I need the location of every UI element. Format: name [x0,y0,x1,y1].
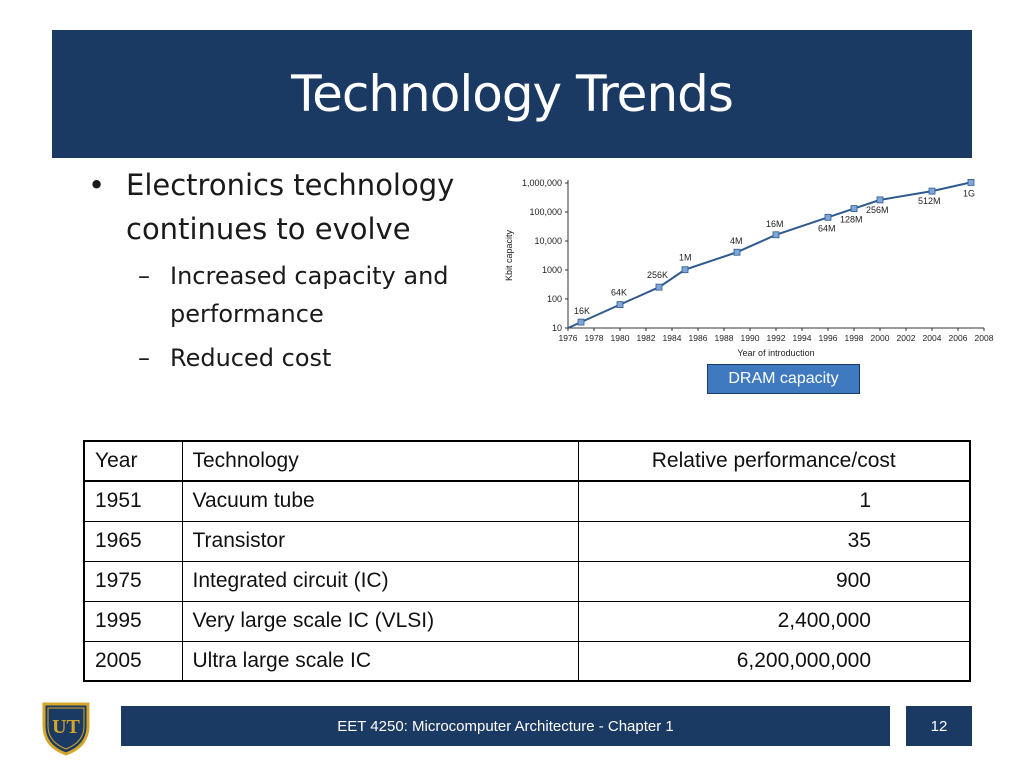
bullet-dash-icon: – [138,262,150,290]
page-number: 12 [930,717,948,735]
cell-performance: 2,400,000 [577,600,971,642]
x-tick-label: 1984 [663,333,682,343]
table-header-row: Year Technology Relative performance/cos… [83,440,971,482]
cell-performance: 1 [577,480,971,522]
cell-performance: 6,200,000,000 [577,640,971,682]
cell-technology: Vacuum tube [181,480,579,522]
sub-bullet-text: Increased capacity and performance [170,262,449,328]
data-point [772,231,780,239]
slide-title: Technology Trends [291,65,734,123]
bullet-dash-icon: – [138,344,150,372]
x-tick-label: 1978 [585,333,604,343]
x-tick-label: 1996 [819,333,838,343]
y-tick-label: 1000 [542,265,562,275]
dram-capacity-chart: 10 100 1000 10,000 100,000 1,000,000 1976 1978 1… [504,178,994,358]
chart-caption: DRAM capacity [707,364,860,394]
data-label: 512M [918,196,941,206]
data-label: 128M [840,215,863,225]
data-label: 1M [679,253,692,263]
x-tick-label: 2004 [923,333,942,343]
x-tick-label: 2008 [975,333,994,343]
table-row: 1951 Vacuum tube 1 [83,480,971,522]
title-bar: Technology Trends [52,30,972,158]
cell-year: 1965 [83,520,183,562]
footer-bar: EET 4250: Microcomputer Architecture - C… [121,706,890,746]
x-tick-label: 1986 [689,333,708,343]
x-tick-label: 2002 [897,333,916,343]
university-shield-logo-icon: UT [42,702,90,756]
x-tick-label: 1988 [715,333,734,343]
cell-technology: Integrated circuit (IC) [181,560,579,602]
data-point [928,187,936,195]
y-tick-label: 10,000 [534,236,562,246]
logo-text: UT [52,716,80,738]
data-label: 64M [818,223,836,233]
cell-performance: 900 [577,560,971,602]
x-tick-label: 2000 [871,333,890,343]
y-tick-label: 10 [552,323,562,333]
data-label: 16K [574,306,590,316]
x-tick-label: 1998 [845,333,864,343]
footer-text: EET 4250: Microcomputer Architecture - C… [337,717,674,735]
data-point [967,179,975,186]
sub-bullet-item: – Increased capacity and performance [82,257,502,333]
x-tick-label: 1982 [637,333,656,343]
data-point [876,196,884,204]
data-label: 256K [647,270,668,280]
cell-year: 1995 [83,600,183,642]
series-line [567,181,972,329]
bullet-item: • Electronics technology continues to ev… [82,163,502,251]
x-tick-label: 1994 [793,333,812,343]
data-point [681,266,689,274]
cell-performance: 35 [577,520,971,562]
y-tick-label: 1,000,000 [522,178,562,188]
page-number-box: 12 [906,706,972,746]
y-axis-label: Kbit capacity [504,229,514,281]
table-row: 1965 Transistor 35 [83,520,971,562]
y-tick-label: 100,000 [529,207,562,217]
cell-technology: Ultra large scale IC [181,640,579,682]
header-performance: Relative performance/cost [577,440,971,482]
data-label: 16M [766,219,784,229]
sub-bullet-text: Reduced cost [170,344,332,372]
data-point [577,318,585,326]
data-point [655,283,663,291]
sub-bullet-item: – Reduced cost [82,339,502,377]
data-point [616,301,624,309]
bullet-dot-icon: • [88,168,106,202]
table-row: 1975 Integrated circuit (IC) 900 [83,560,971,602]
technology-table: Year Technology Relative performance/cos… [83,440,971,682]
data-label: 4M [730,236,743,246]
cell-technology: Transistor [181,520,579,562]
bullet-text: Electronics technology continues to evol… [126,168,455,246]
x-tick-label: 2006 [949,333,968,343]
table-row: 1995 Very large scale IC (VLSI) 2,400,00… [83,600,971,642]
data-label: 64K [611,288,627,298]
data-label: 1G [963,188,975,198]
header-year: Year [83,440,183,482]
cell-technology: Very large scale IC (VLSI) [181,600,579,642]
header-technology: Technology [181,440,579,482]
bullet-list: • Electronics technology continues to ev… [82,163,502,377]
table-row: 2005 Ultra large scale IC 6,200,000,000 [83,640,971,682]
x-axis-label: Year of introduction [737,348,814,358]
x-tick-label: 1976 [559,333,578,343]
x-tick-label: 1980 [611,333,630,343]
cell-year: 2005 [83,640,183,682]
data-label: 256M [866,205,889,215]
data-point [850,205,858,212]
dram-chart: 10 100 1000 10,000 100,000 1,000,000 1976 1978 1… [500,168,995,396]
y-tick-label: 100 [547,294,562,304]
data-point [824,213,832,221]
x-tick-label: 1990 [741,333,760,343]
data-point [733,248,741,256]
cell-year: 1975 [83,560,183,602]
cell-year: 1951 [83,480,183,522]
x-tick-label: 1992 [767,333,786,343]
